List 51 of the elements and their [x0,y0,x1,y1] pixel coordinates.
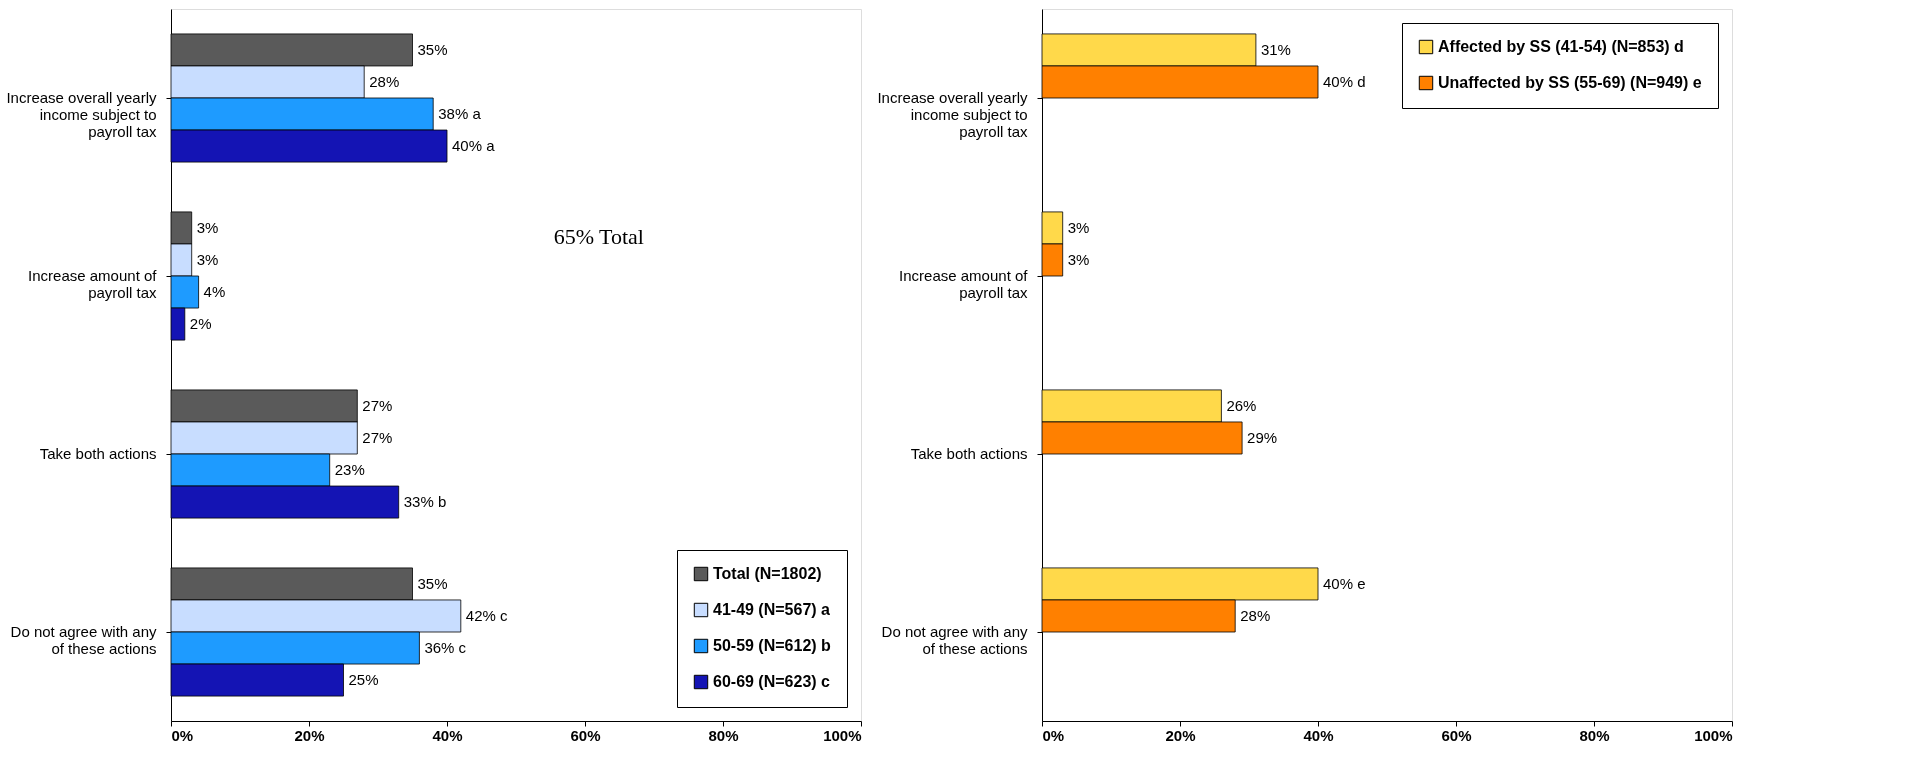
y-tick-label: Do not agree with any of these actions [10,623,157,657]
x-tick-label: 80% [1579,726,1610,744]
y-tick-label: Increase overall yearly income subject to payroll tax [6,89,157,140]
data-label: 3% [196,250,219,268]
y-tick-label: Increase amount of payroll tax [899,267,1029,301]
legend-label: 50-59 (N=612) b [713,637,832,654]
data-label: 35% [417,40,448,58]
data-label: 27% [362,396,393,414]
x-tick-label: 40% [1303,726,1334,744]
x-tick-label: 100% [823,726,862,744]
data-label: 40% e [1323,574,1366,592]
x-tick-label: 40% [432,726,463,744]
x-tick-label: 20% [1165,726,1196,744]
data-label: 31% [1260,40,1291,58]
y-tick-label: Take both actions [39,445,157,462]
data-label: 3% [196,218,219,236]
data-label: 36% c [424,639,467,657]
data-label: 35% [417,574,448,592]
y-tick-label: Increase overall yearly income subject to payroll tax [877,89,1028,140]
data-label: 2% [189,315,212,333]
data-label: 25% [348,671,379,689]
y-tick-label: Do not agree with any of these actions [881,623,1028,657]
data-label: 28% [369,72,400,90]
x-tick-label: 60% [1441,726,1472,744]
data-label: 28% [1240,606,1271,624]
data-label: 27% [362,428,393,446]
x-tick-label: 0% [1042,726,1065,744]
x-tick-label: 60% [570,726,601,744]
legend-label: Total (N=1802) [713,565,822,582]
legend-label: 60-69 (N=623) c [713,673,831,690]
data-label: 29% [1247,428,1278,446]
x-tick-label: 80% [708,726,739,744]
data-label: 3% [1067,250,1090,268]
annotation: 65% Total [553,223,644,249]
x-tick-label: 100% [1694,726,1733,744]
data-label: 4% [203,283,226,301]
y-tick-label: Take both actions [910,445,1028,462]
data-label: 40% d [1323,72,1366,90]
data-label: 38% a [438,105,482,123]
legend-label: Unaffected by SS (55-69) (N=949) e [1438,74,1702,91]
data-label: 33% b [403,493,447,511]
data-label: 23% [334,461,365,479]
data-label: 3% [1067,218,1090,236]
legend-label: Affected by SS (41-54) (N=853) d [1438,38,1684,55]
data-label: 40% a [452,137,496,155]
data-label: 42% c [465,606,508,624]
x-tick-label: 20% [294,726,325,744]
legend-label: 41-49 (N=567) a [713,601,831,618]
y-tick-label: Increase amount of payroll tax [28,267,158,301]
data-label: 26% [1226,396,1257,414]
x-tick-label: 0% [171,726,194,744]
